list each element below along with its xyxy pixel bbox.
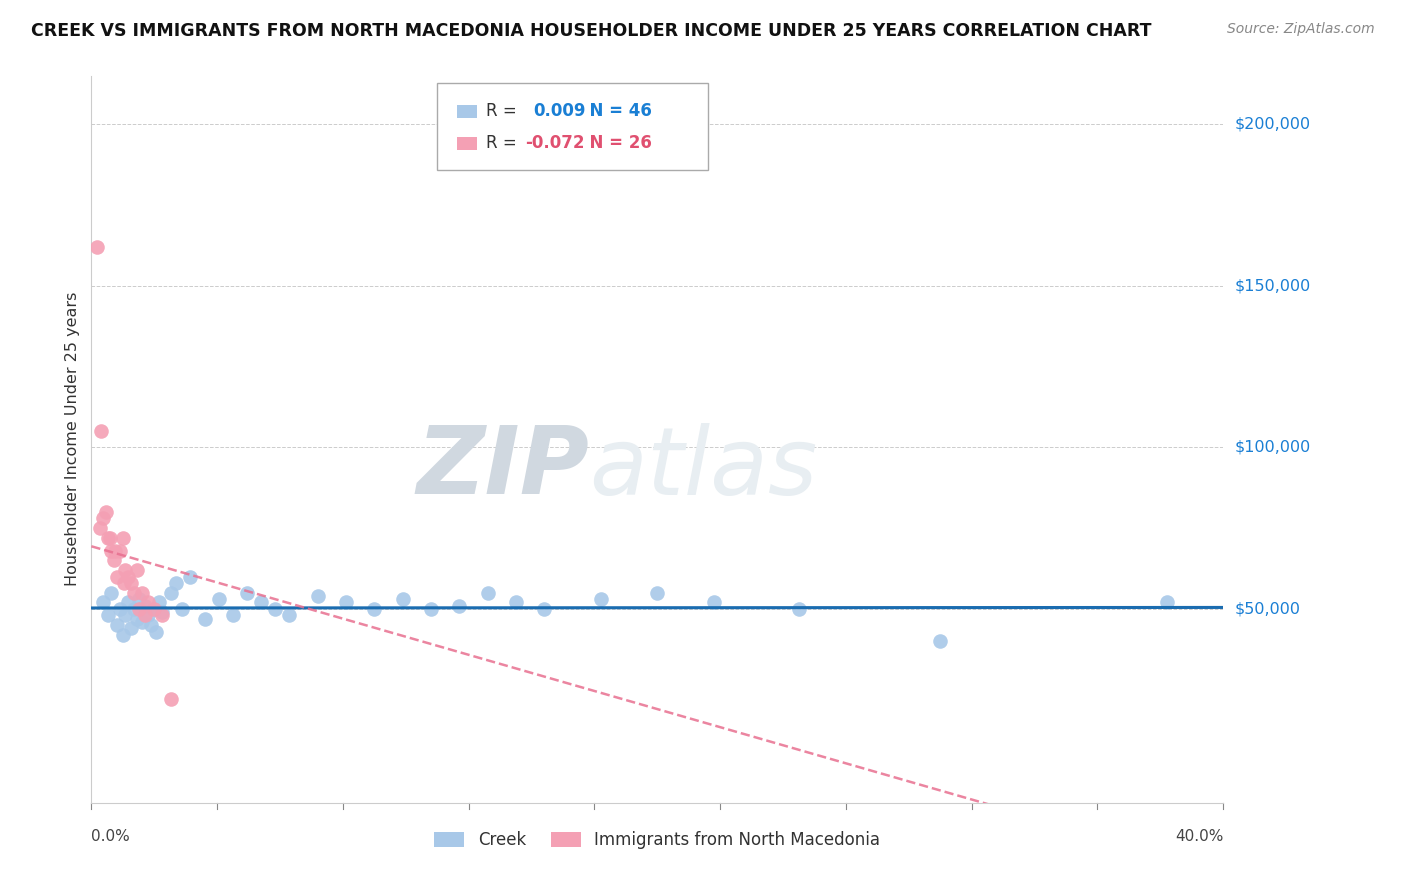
Point (929, 634, 952, 648)
Point (131, 586, 153, 600)
Point (91, 595, 114, 609)
Point (148, 595, 170, 609)
Point (112, 576, 135, 591)
Point (120, 576, 142, 591)
Text: -0.072: -0.072 (524, 134, 585, 152)
Point (505, 595, 527, 609)
Point (264, 602, 287, 616)
Point (125, 612, 148, 626)
Point (170, 602, 193, 616)
Text: $150,000: $150,000 (1234, 278, 1310, 293)
FancyBboxPatch shape (457, 136, 478, 150)
Text: R =: R = (486, 102, 523, 120)
Point (193, 612, 217, 626)
Point (307, 589, 329, 603)
Point (236, 586, 259, 600)
Point (150, 608, 173, 623)
Point (122, 586, 145, 600)
Point (134, 599, 156, 613)
FancyBboxPatch shape (437, 83, 709, 170)
Point (222, 608, 245, 623)
Point (134, 608, 156, 623)
Point (105, 569, 128, 583)
Point (391, 592, 413, 607)
Y-axis label: Householder Income Under 25 years: Householder Income Under 25 years (65, 292, 80, 587)
Text: N = 46: N = 46 (578, 102, 652, 120)
Text: Source: ZipAtlas.com: Source: ZipAtlas.com (1227, 22, 1375, 37)
Point (419, 602, 441, 616)
Text: atlas: atlas (589, 423, 818, 514)
Point (97, 608, 120, 623)
Point (114, 563, 136, 577)
Point (90, 424, 112, 438)
Point (645, 586, 668, 600)
Point (787, 602, 810, 616)
Point (703, 595, 725, 609)
Point (111, 628, 134, 642)
Point (117, 569, 139, 583)
Point (179, 569, 201, 583)
Point (128, 592, 150, 607)
Point (108, 543, 131, 558)
Point (98, 531, 121, 545)
Point (86, 240, 108, 254)
Point (89, 521, 111, 535)
Text: $100,000: $100,000 (1234, 440, 1310, 455)
Point (278, 608, 301, 623)
Point (533, 602, 555, 616)
Point (97, 531, 120, 545)
Point (142, 602, 165, 616)
Point (1156, 595, 1178, 609)
Point (139, 618, 162, 632)
Text: 0.009: 0.009 (533, 102, 585, 120)
Text: $50,000: $50,000 (1234, 601, 1301, 616)
Point (150, 605, 173, 619)
Point (136, 608, 159, 623)
Text: N = 26: N = 26 (578, 134, 652, 152)
Point (108, 602, 131, 616)
Point (91, 511, 114, 525)
Point (125, 563, 148, 577)
Point (103, 553, 125, 567)
Point (104, 543, 127, 558)
Point (122, 602, 145, 616)
Point (449, 599, 471, 613)
Text: ZIP: ZIP (416, 423, 589, 515)
Point (128, 602, 150, 616)
Text: R =: R = (486, 134, 523, 152)
Point (250, 595, 273, 609)
Point (100, 543, 122, 558)
Text: CREEK VS IMMIGRANTS FROM NORTH MACEDONIA HOUSEHOLDER INCOME UNDER 25 YEARS CORRE: CREEK VS IMMIGRANTS FROM NORTH MACEDONIA… (31, 22, 1152, 40)
Point (208, 592, 231, 607)
Legend: Creek, Immigrants from North Macedonia: Creek, Immigrants from North Macedonia (434, 831, 880, 849)
Point (335, 595, 357, 609)
Text: 40.0%: 40.0% (1175, 829, 1223, 844)
Point (131, 615, 153, 629)
Text: 0.0%: 0.0% (91, 829, 131, 844)
Point (105, 618, 128, 632)
Point (159, 586, 181, 600)
Point (159, 692, 181, 706)
Point (94, 505, 117, 519)
Text: $200,000: $200,000 (1234, 117, 1310, 132)
Point (136, 595, 159, 609)
Point (165, 576, 187, 591)
Point (100, 586, 122, 600)
Point (117, 595, 139, 609)
Point (114, 608, 136, 623)
Point (363, 602, 385, 616)
Point (111, 531, 134, 545)
FancyBboxPatch shape (457, 105, 478, 118)
Point (477, 586, 499, 600)
Point (589, 592, 612, 607)
Point (142, 602, 165, 616)
Point (145, 624, 167, 639)
Point (120, 621, 142, 635)
